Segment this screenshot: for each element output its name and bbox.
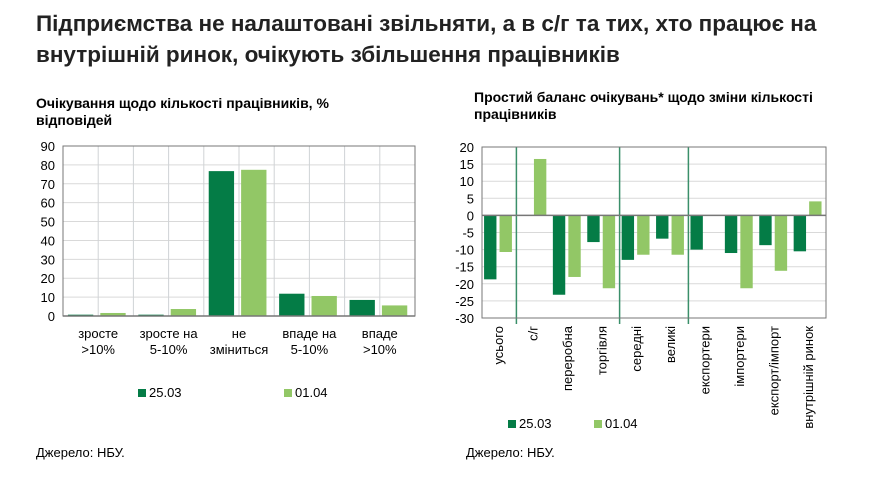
left-source: Джерело: НБУ. bbox=[36, 445, 125, 460]
x-tick-label: впаде bbox=[362, 326, 398, 341]
y-tick-label: -30 bbox=[455, 311, 474, 326]
x-tick-label: не bbox=[232, 326, 246, 341]
bar-25.03-не зміниться bbox=[208, 171, 235, 316]
bar-25.03-впаде на 5-10% bbox=[279, 293, 305, 316]
x-tick-label: >10% bbox=[81, 342, 115, 357]
y-tick-label: 20 bbox=[41, 271, 55, 286]
y-tick-label: 80 bbox=[41, 158, 55, 173]
y-tick-label: -20 bbox=[455, 277, 474, 292]
x-tick-label: зміниться bbox=[210, 342, 269, 357]
bar-01.04-усього bbox=[499, 215, 512, 252]
bar-25.03-переробна bbox=[552, 215, 566, 295]
bar-01.04-імпортери bbox=[740, 215, 753, 289]
x-tick-label: 5-10% bbox=[291, 342, 329, 357]
x-tick-label: переробна bbox=[560, 325, 575, 391]
bar-01.04-великі bbox=[671, 215, 684, 255]
page-title: Підприємства не налаштовані звільняти, а… bbox=[36, 11, 817, 67]
legend-label: 25.03 bbox=[519, 416, 552, 431]
bar-01.04-переробна bbox=[568, 215, 581, 277]
bar-25.03-усього bbox=[484, 215, 497, 280]
legend-label: 01.04 bbox=[295, 385, 328, 400]
legend-swatch bbox=[138, 389, 146, 397]
y-tick-label: 15 bbox=[460, 157, 474, 172]
plot-border bbox=[481, 146, 827, 319]
bar-25.03-великі bbox=[656, 215, 669, 239]
right-source: Джерело: НБУ. bbox=[466, 445, 555, 460]
bar-01.04-внутрішній ринок bbox=[809, 201, 822, 216]
y-tick-label: 50 bbox=[41, 215, 55, 230]
legend-swatch bbox=[594, 420, 602, 428]
bar-01.04-впаде >10% bbox=[381, 305, 408, 316]
x-tick-label: впаде на bbox=[282, 326, 337, 341]
legend-label: 01.04 bbox=[605, 416, 638, 431]
y-tick-label: 10 bbox=[460, 174, 474, 189]
x-tick-label: зросте bbox=[78, 326, 118, 341]
x-tick-label: 5-10% bbox=[150, 342, 188, 357]
y-tick-label: 0 bbox=[467, 208, 474, 223]
y-tick-label: 60 bbox=[41, 196, 55, 211]
bar-01.04-с/г bbox=[533, 158, 547, 216]
y-tick-label: -5 bbox=[462, 226, 474, 241]
bar-25.03-внутрішній ринок bbox=[793, 215, 807, 252]
x-tick-label: експортери bbox=[698, 326, 713, 394]
bar-25.03-торгівля bbox=[587, 215, 600, 243]
bar-25.03-експорт/імпорт bbox=[759, 215, 772, 246]
bar-25.03-експортери bbox=[690, 215, 703, 250]
y-tick-label: 40 bbox=[41, 233, 55, 248]
bar-01.04-зросте на 5-10% bbox=[170, 309, 197, 316]
bar-01.04-торгівля bbox=[602, 215, 616, 289]
x-tick-label: торгівля bbox=[594, 326, 609, 375]
bar-01.04-зросте >10% bbox=[100, 312, 126, 316]
left-chart-title: Очікування щодо кількості працівників, %… bbox=[36, 95, 329, 128]
x-tick-label: великі bbox=[663, 326, 678, 363]
bar-01.04-впаде на 5-10% bbox=[311, 295, 337, 316]
legend-label: 25.03 bbox=[149, 385, 182, 400]
y-tick-label: 20 bbox=[460, 140, 474, 155]
y-tick-label: -15 bbox=[455, 260, 474, 275]
legend-swatch bbox=[284, 389, 292, 397]
bar-01.04-експорт/імпорт bbox=[774, 215, 788, 271]
right-chart-title: Простий баланс очікувань* щодо зміни кіл… bbox=[474, 89, 813, 122]
bar-01.04-середні bbox=[637, 215, 650, 255]
y-tick-label: 10 bbox=[41, 290, 55, 305]
bar-25.03-середні bbox=[621, 215, 635, 260]
x-tick-label: експорт/імпорт bbox=[766, 326, 781, 415]
x-tick-label: середні bbox=[629, 326, 644, 372]
bar-01.04-не зміниться bbox=[241, 169, 267, 316]
y-tick-label: -10 bbox=[455, 243, 474, 258]
bar-25.03-впаде >10% bbox=[349, 299, 375, 316]
legend-swatch bbox=[508, 420, 516, 428]
x-tick-label: >10% bbox=[363, 342, 397, 357]
x-tick-label: зросте на bbox=[140, 326, 199, 341]
y-tick-label: 5 bbox=[467, 191, 474, 206]
y-tick-label: -25 bbox=[455, 294, 474, 309]
x-tick-label: с/г bbox=[526, 326, 541, 341]
y-tick-label: 0 bbox=[48, 309, 55, 324]
x-tick-label: усього bbox=[491, 326, 506, 365]
y-tick-label: 30 bbox=[41, 252, 55, 267]
x-tick-label: внутрішній ринок bbox=[801, 326, 816, 429]
y-tick-label: 90 bbox=[41, 139, 55, 154]
y-tick-label: 70 bbox=[41, 177, 55, 192]
x-tick-label: імпортери bbox=[732, 326, 747, 387]
bar-25.03-імпортери bbox=[724, 215, 738, 254]
